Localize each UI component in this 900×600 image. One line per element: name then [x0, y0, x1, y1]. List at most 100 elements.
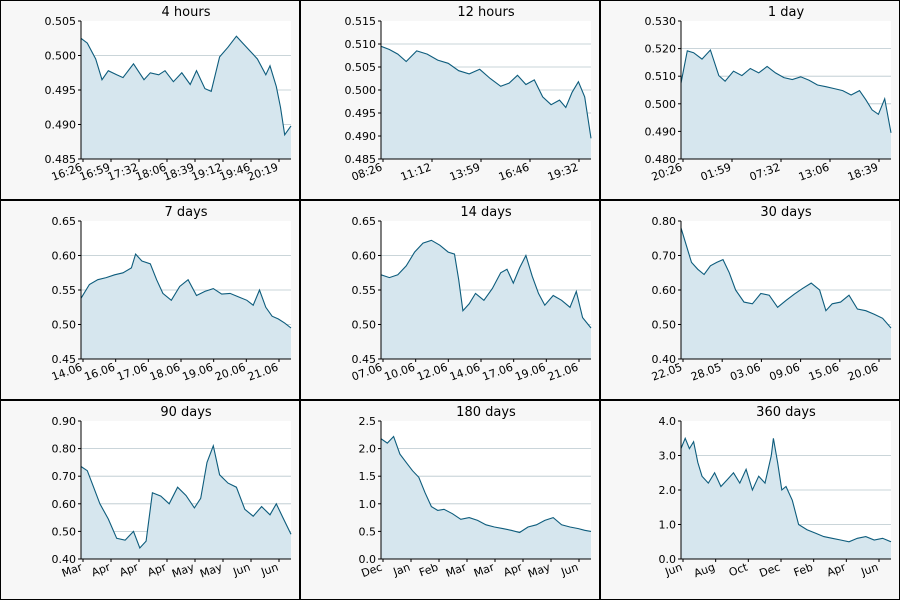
x-tick-label: Apr — [146, 560, 169, 579]
chart-title: 1 day — [768, 5, 805, 20]
x-tick-label: Apr — [502, 560, 525, 579]
area-fill — [81, 445, 291, 559]
area-fill — [681, 227, 891, 359]
y-tick-label: 3.0 — [659, 450, 677, 463]
y-tick-label: 0.55 — [52, 284, 77, 297]
y-tick-label: 0.40 — [652, 353, 677, 366]
chart-title: 30 days — [760, 205, 812, 220]
series-line — [80, 35, 292, 137]
y-tick-label: 2.0 — [659, 484, 677, 497]
y-tick-label: 0.510 — [345, 38, 377, 51]
chart-title: 360 days — [756, 405, 816, 420]
y-tick-label: 0.65 — [352, 215, 377, 228]
series-line — [680, 48, 892, 133]
series-line — [380, 45, 592, 139]
y-tick-label: 0.505 — [345, 61, 377, 74]
y-tick-label: 0.5 — [359, 525, 377, 538]
y-tick-label: 0.55 — [352, 284, 377, 297]
chart-title: 180 days — [456, 405, 516, 420]
x-tick-label: Feb — [792, 561, 815, 580]
y-tick-label: 0.505 — [45, 15, 77, 28]
y-tick-label: 0.510 — [645, 70, 677, 83]
chart-title: 14 days — [460, 205, 512, 220]
x-tick-label: Apr — [118, 560, 141, 579]
y-tick-label: 0.495 — [45, 84, 77, 97]
area-fill — [381, 46, 591, 159]
y-tick-label: 1.0 — [659, 519, 677, 532]
y-tick-label: 0.490 — [645, 125, 677, 138]
y-tick-label: 0.60 — [52, 498, 77, 511]
y-tick-label: 0.45 — [352, 353, 377, 366]
y-tick-label: 0.60 — [352, 250, 377, 263]
y-tick-label: 0.45 — [52, 353, 77, 366]
x-tick-label: Apr — [90, 560, 113, 579]
y-tick-label: 2.0 — [359, 443, 377, 456]
y-tick-label: 0.0 — [659, 553, 677, 566]
area-fill — [681, 438, 891, 559]
y-tick-label: 1.5 — [359, 470, 377, 483]
y-tick-label: 0.485 — [345, 153, 377, 166]
y-tick-label: 0.70 — [52, 470, 77, 483]
area-fill — [381, 436, 591, 559]
x-tick-label: Jun — [558, 561, 580, 579]
series-line — [380, 435, 592, 534]
series-line — [380, 239, 592, 329]
y-tick-label: 0.50 — [352, 319, 377, 332]
y-tick-label: 0.495 — [345, 107, 377, 120]
y-tick-label: 0.50 — [652, 319, 677, 332]
y-tick-label: 4.0 — [659, 415, 677, 428]
x-tick-label: Apr — [825, 560, 848, 579]
y-tick-label: 0.65 — [52, 215, 77, 228]
y-tick-label: 0.480 — [645, 153, 677, 166]
chart-panel: 14 days0.450.500.550.600.6507.0610.0612.… — [301, 201, 599, 399]
area-fill — [81, 254, 291, 359]
y-tick-label: 0.50 — [52, 525, 77, 538]
y-tick-label: 0.0 — [359, 553, 377, 566]
x-tick-label: Jun — [230, 561, 252, 579]
y-tick-label: 0.500 — [345, 84, 377, 97]
area-fill — [681, 50, 891, 159]
x-tick-label: Oct — [727, 560, 750, 579]
area-fill — [381, 240, 591, 359]
chart-title: 7 days — [164, 205, 207, 220]
y-tick-label: 0.80 — [52, 443, 77, 456]
y-tick-label: 0.60 — [52, 250, 77, 263]
x-tick-label: Feb — [417, 561, 440, 580]
y-tick-label: 0.50 — [52, 319, 77, 332]
y-tick-label: 0.530 — [645, 15, 677, 28]
y-tick-label: 0.515 — [345, 15, 377, 28]
chart-panel: 12 hours 0.485 0.490 0.495 0.500 0.505 0.510 0.… — [301, 1, 599, 199]
y-tick-label: 0.500 — [645, 98, 677, 111]
chart-title: 90 days — [160, 405, 212, 420]
y-tick-label: 0.490 — [345, 130, 377, 143]
chart-title: 12 hours — [457, 5, 514, 20]
series-line — [680, 227, 892, 329]
y-tick-label: 2.5 — [359, 415, 377, 428]
x-tick-label: Jun — [858, 561, 880, 579]
series-line — [80, 443, 292, 550]
y-tick-label: 0.500 — [45, 50, 77, 63]
y-tick-label: 0.70 — [652, 250, 677, 263]
series-line — [80, 253, 292, 329]
y-tick-label: 0.485 — [45, 153, 77, 166]
area-fill — [81, 36, 291, 160]
y-tick-label: 0.490 — [45, 119, 77, 132]
y-tick-label: 0.520 — [645, 43, 677, 56]
chart-panel: 7 days0.450.500.550.600.6514.0616.0617.0… — [1, 201, 299, 399]
series-line — [680, 436, 892, 543]
y-tick-label: 0.40 — [52, 553, 77, 566]
x-tick-label: Jan — [391, 561, 412, 579]
y-tick-label: 0.80 — [652, 215, 677, 228]
y-tick-label: 0.60 — [652, 284, 677, 297]
chart-panel: 4 hours0.4850.4900.4950.5000.50516:2616:… — [1, 1, 299, 199]
y-tick-label: 1.0 — [359, 498, 377, 511]
chart-title: 4 hours — [162, 5, 211, 20]
x-tick-label: Jun — [258, 561, 280, 579]
y-tick-label: 0.90 — [52, 415, 77, 428]
x-tick-label: Jun — [662, 561, 684, 579]
